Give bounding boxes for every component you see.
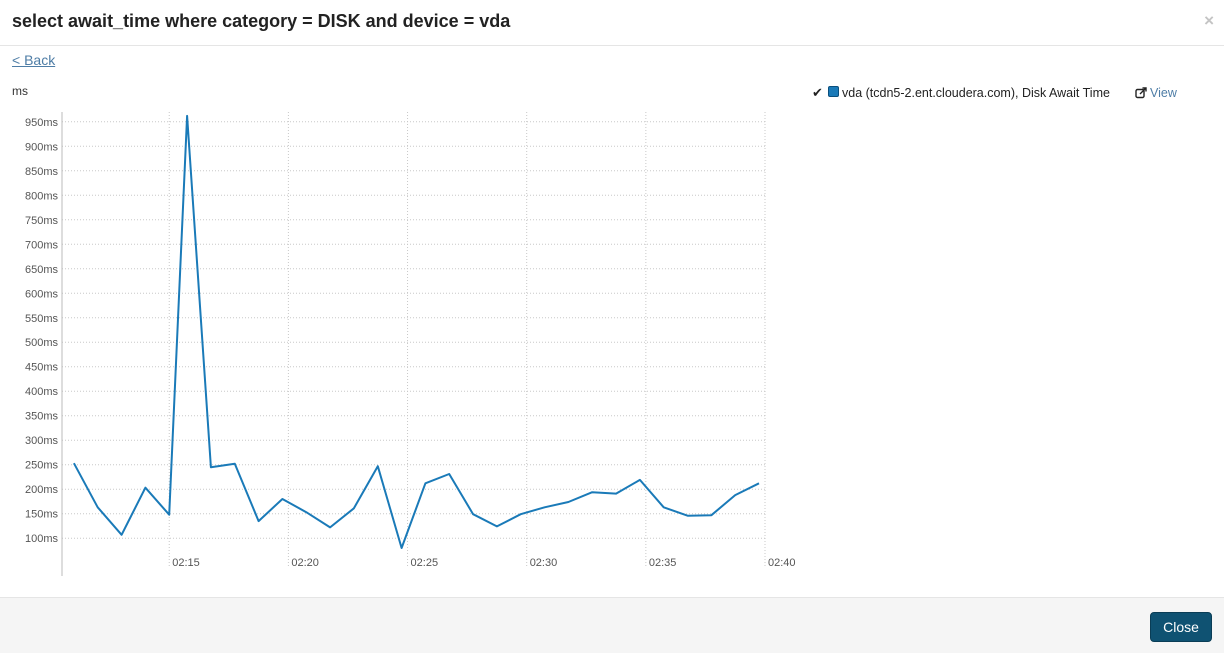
series-line (73, 114, 760, 549)
y-tick-label: 950ms (25, 117, 59, 129)
y-tick-label: 150ms (25, 509, 59, 521)
y-axis-unit-label: ms (12, 84, 28, 98)
x-tick-label: 02:20 (291, 557, 319, 569)
chart: 100ms 150ms 200ms 250ms 300ms 350ms 400ms 450ms… (25, 112, 796, 576)
y-tick-label: 700ms (25, 239, 59, 251)
view-link[interactable]: View (1135, 86, 1177, 100)
chart-grid (62, 112, 766, 568)
y-tick-label: 200ms (25, 484, 59, 496)
y-tick-label: 400ms (25, 386, 59, 398)
series-color-swatch (828, 86, 839, 97)
y-tick-label: 750ms (25, 215, 59, 227)
y-tick-label: 300ms (25, 435, 59, 447)
x-tick-label: 02:35 (649, 557, 677, 569)
y-tick-label: 350ms (25, 411, 59, 423)
y-tick-label: 500ms (25, 337, 59, 349)
modal-footer: Close (0, 597, 1224, 653)
modal-title: select await_time where category = DISK … (12, 11, 511, 31)
x-tick-label: 02:15 (172, 557, 200, 569)
y-tick-label: 250ms (25, 460, 59, 472)
back-link[interactable]: < Back (12, 52, 56, 68)
close-icon[interactable]: × (1204, 11, 1214, 30)
external-link-icon (1135, 87, 1147, 99)
y-tick-label: 800ms (25, 190, 59, 202)
close-button[interactable]: Close (1150, 612, 1212, 642)
modal-header: select await_time where category = DISK … (0, 0, 1224, 46)
x-tick-label: 02:40 (768, 557, 796, 569)
y-tick-label: 550ms (25, 313, 59, 325)
legend-entry-label[interactable]: vda (tcdn5-2.ent.cloudera.com), Disk Awa… (842, 86, 1110, 100)
view-link-label[interactable]: View (1150, 86, 1177, 100)
checkmark-icon[interactable]: ✔ (812, 85, 823, 100)
chart-axes: 100ms 150ms 200ms 250ms 300ms 350ms 400ms 450ms… (25, 112, 796, 576)
chart-series (73, 114, 760, 549)
x-tick-label: 02:25 (411, 557, 439, 569)
y-tick-label: 650ms (25, 264, 59, 276)
y-tick-label: 600ms (25, 288, 59, 300)
y-tick-label: 900ms (25, 141, 59, 153)
x-tick-label: 02:30 (530, 557, 558, 569)
y-tick-label: 450ms (25, 362, 59, 374)
y-tick-label: 100ms (25, 533, 59, 545)
y-tick-label: 850ms (25, 166, 59, 178)
